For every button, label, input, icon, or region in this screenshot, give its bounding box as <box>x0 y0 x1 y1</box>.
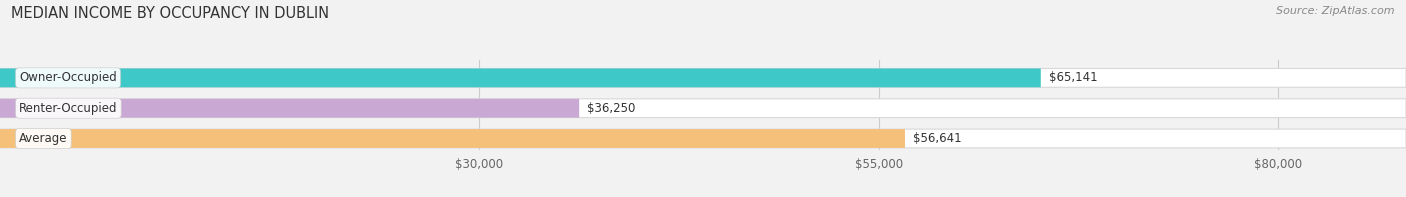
Text: Renter-Occupied: Renter-Occupied <box>20 102 118 115</box>
Text: Owner-Occupied: Owner-Occupied <box>20 71 117 84</box>
FancyBboxPatch shape <box>0 129 1406 148</box>
Text: MEDIAN INCOME BY OCCUPANCY IN DUBLIN: MEDIAN INCOME BY OCCUPANCY IN DUBLIN <box>11 6 329 21</box>
Text: Average: Average <box>20 132 67 145</box>
Text: $36,250: $36,250 <box>588 102 636 115</box>
FancyBboxPatch shape <box>0 129 905 148</box>
FancyBboxPatch shape <box>0 69 1040 87</box>
Text: $65,141: $65,141 <box>1049 71 1098 84</box>
FancyBboxPatch shape <box>0 69 1406 87</box>
Text: Source: ZipAtlas.com: Source: ZipAtlas.com <box>1277 6 1395 16</box>
FancyBboxPatch shape <box>0 99 579 118</box>
FancyBboxPatch shape <box>0 99 1406 118</box>
Text: $56,641: $56,641 <box>912 132 962 145</box>
